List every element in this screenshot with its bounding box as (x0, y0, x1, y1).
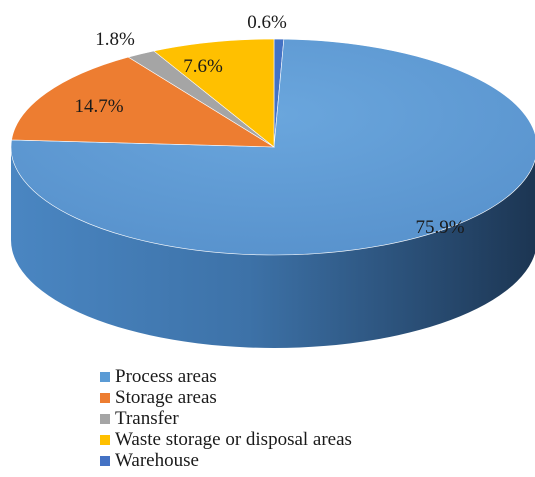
legend-swatch-transfer (100, 413, 110, 424)
legend-swatch-storage-areas (100, 392, 110, 403)
legend-label-transfer: Transfer (115, 408, 179, 429)
legend-item-transfer: Transfer (100, 408, 352, 429)
legend-label-warehouse: Warehouse (115, 450, 199, 471)
value-label-warehouse: 0.6% (247, 12, 287, 33)
legend-swatch-waste-storage (100, 434, 110, 445)
value-label-process-areas: 75.9% (415, 217, 464, 238)
pie-side-group (11, 147, 535, 348)
legend-item-process-areas: Process areas (100, 366, 352, 387)
value-label-storage-areas: 14.7% (74, 96, 123, 117)
pie-chart-canvas: 75.9% 14.7% 1.8% 7.6% 0.6% (10, 12, 535, 348)
legend-label-process-areas: Process areas (115, 366, 217, 387)
legend-item-waste-storage: Waste storage or disposal areas (100, 429, 352, 450)
legend: Process areas Storage areas Transfer Waste … (100, 366, 352, 471)
slice-waste-storage (153, 38, 275, 148)
legend-item-warehouse: Warehouse (100, 450, 352, 471)
slice-storage-areas (11, 56, 276, 148)
pie-top-group (10, 38, 535, 256)
legend-label-waste-storage: Waste storage or disposal areas (115, 429, 352, 450)
legend-swatch-process-areas (100, 371, 110, 382)
slice-side-process-areas (11, 147, 535, 348)
pie-label-group: 75.9% 14.7% 1.8% 7.6% 0.6% (74, 12, 464, 238)
legend-item-storage-areas: Storage areas (100, 387, 352, 408)
value-label-transfer: 1.8% (95, 29, 135, 50)
legend-label-storage-areas: Storage areas (115, 387, 217, 408)
value-label-waste-storage: 7.6% (183, 56, 223, 77)
legend-swatch-warehouse (100, 455, 110, 466)
